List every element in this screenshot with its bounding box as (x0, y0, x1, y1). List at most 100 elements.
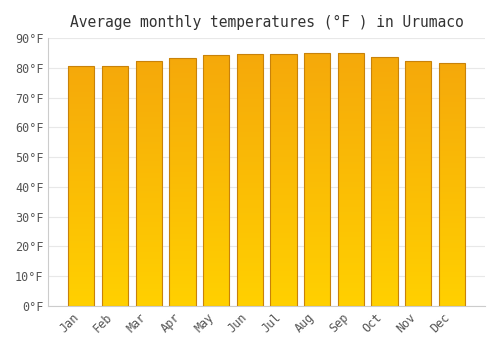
Bar (439, 90, 465, 92)
Bar (170, 217, 196, 219)
Bar (405, 103, 431, 105)
Bar (304, 179, 330, 182)
Bar (203, 193, 230, 196)
Bar (102, 212, 128, 215)
Bar (203, 78, 230, 80)
Bar (68, 256, 94, 258)
Bar (439, 95, 465, 97)
Bar (68, 97, 94, 100)
Bar (439, 238, 465, 240)
Bar (236, 205, 263, 208)
Bar (304, 167, 330, 169)
Bar (236, 195, 263, 198)
Bar (372, 139, 398, 141)
Bar (338, 232, 364, 235)
Bar (203, 153, 230, 155)
Bar (68, 179, 94, 181)
Bar (236, 268, 263, 271)
Bar (270, 122, 296, 125)
Bar (68, 131, 94, 133)
Bar (338, 275, 364, 278)
Bar (236, 145, 263, 147)
Bar (372, 69, 398, 71)
Bar (439, 68, 465, 71)
Bar (170, 222, 196, 224)
Bar (170, 142, 196, 145)
Bar (102, 188, 128, 191)
Bar (439, 197, 465, 199)
Bar (102, 73, 128, 76)
Bar (372, 291, 398, 293)
Bar (405, 112, 431, 115)
Bar (203, 80, 230, 83)
Bar (68, 78, 94, 80)
Bar (270, 281, 296, 283)
Bar (405, 198, 431, 201)
Bar (203, 111, 230, 113)
Bar (270, 175, 296, 177)
Bar (170, 145, 196, 147)
Bar (304, 217, 330, 220)
Bar (136, 228, 162, 230)
Bar (372, 117, 398, 119)
Bar (136, 242, 162, 245)
Bar (236, 87, 263, 89)
Bar (203, 155, 230, 158)
Bar (405, 225, 431, 228)
Bar (304, 152, 330, 154)
Bar (372, 159, 398, 161)
Bar (270, 158, 296, 160)
Bar (203, 261, 230, 263)
Bar (270, 188, 296, 190)
Bar (136, 264, 162, 267)
Bar (170, 63, 196, 65)
Bar (270, 210, 296, 213)
Bar (136, 95, 162, 98)
Bar (304, 98, 330, 101)
Bar (304, 55, 330, 58)
Bar (136, 147, 162, 149)
Bar (170, 95, 196, 98)
Bar (68, 174, 94, 176)
Bar (304, 86, 330, 88)
Bar (338, 78, 364, 80)
Bar (270, 127, 296, 130)
Bar (68, 66, 94, 69)
Bar (102, 128, 128, 131)
Bar (170, 269, 196, 271)
Bar (68, 133, 94, 135)
Bar (136, 66, 162, 68)
Bar (102, 292, 128, 294)
Bar (170, 256, 196, 259)
Bar (372, 84, 398, 86)
Bar (136, 299, 162, 301)
Bar (203, 63, 230, 65)
Bar (439, 270, 465, 272)
Bar (270, 200, 296, 203)
Bar (68, 248, 94, 251)
Bar (270, 102, 296, 105)
Bar (68, 263, 94, 265)
Bar (439, 265, 465, 267)
Bar (405, 142, 431, 144)
Bar (170, 115, 196, 118)
Bar (102, 260, 128, 263)
Bar (102, 69, 128, 71)
Bar (136, 159, 162, 161)
Bar (102, 140, 128, 143)
Bar (439, 105, 465, 107)
Bar (405, 105, 431, 107)
Bar (170, 274, 196, 276)
Bar (170, 61, 196, 63)
Bar (102, 133, 128, 135)
Bar (102, 203, 128, 205)
Bar (304, 253, 330, 255)
Bar (236, 258, 263, 260)
Bar (68, 121, 94, 124)
Bar (304, 169, 330, 171)
Bar (68, 119, 94, 121)
Bar (338, 167, 364, 169)
Bar (136, 161, 162, 164)
Bar (304, 121, 330, 124)
Bar (170, 65, 196, 68)
